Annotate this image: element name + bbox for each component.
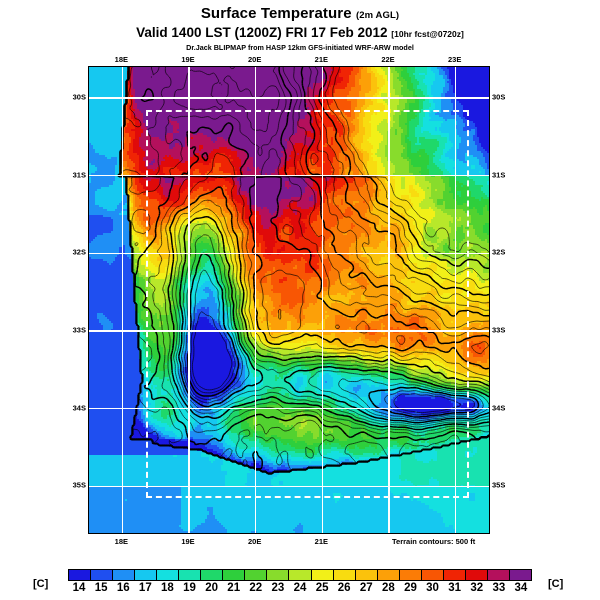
colorbar-swatch — [377, 570, 400, 580]
colorbar-swatch — [69, 570, 92, 580]
colorbar-swatch — [135, 570, 158, 580]
colorbar-swatch — [201, 570, 224, 580]
colorbar-tick: 34 — [514, 582, 528, 594]
colorbar-unit-left: [C] — [33, 578, 49, 590]
colorbar-unit-right: [C] — [548, 578, 564, 590]
colorbar-tick-labels: 14 15 16 17 18 19 20 21 22 23 24 25 26 27 28 29 30 31 32 33… — [68, 582, 532, 598]
title-main-text: Surface Temperature — [200, 5, 352, 22]
colorbar-tick: 25 — [315, 582, 329, 594]
colorbar-tick: 18 — [161, 582, 174, 594]
forecast-hour-text: [10hr fcst@0720z] — [391, 29, 464, 39]
colorbar-swatch — [465, 570, 488, 580]
colorbar-tick: 28 — [381, 582, 395, 594]
lat-tick-left-30S: 30S — [72, 92, 86, 102]
colorbar-tick: 22 — [249, 582, 263, 594]
colorbar-tick: 31 — [448, 582, 462, 594]
colorbar-tick: 24 — [293, 582, 307, 594]
lat-tick-left-35S: 35S — [72, 480, 86, 490]
lon-tick-top-22E: 22E — [381, 55, 395, 64]
lon-tick-bottom-19E: 19E — [181, 537, 195, 546]
valid-time-text: Valid 1400 LST (1200Z) FRI 17 Feb 2012 — [136, 25, 388, 40]
colorbar-tick: 26 — [337, 582, 351, 594]
colorbar-tick: 33 — [492, 582, 506, 594]
colorbar-swatches — [68, 569, 532, 581]
colorbar-legend: [C] [C] 14 15 16 17 18 19 20 21 22 23 24 25 26 27 28 29… — [0, 560, 600, 600]
colorbar-tick: 14 — [72, 582, 86, 594]
page-title: Surface Temperature (2m AGL) — [0, 6, 600, 24]
temperature-field — [89, 67, 489, 533]
colorbar-tick: 20 — [205, 582, 219, 594]
colorbar-swatch — [91, 570, 114, 580]
colorbar-swatch — [179, 570, 202, 580]
colorbar-swatch — [399, 570, 422, 580]
lat-tick-right-32S: 32S — [492, 247, 506, 257]
lat-tick-right-31S: 31S — [492, 170, 506, 180]
colorbar-swatch — [223, 570, 246, 580]
colorbar-tick: 30 — [426, 582, 439, 594]
colorbar-swatch — [443, 570, 466, 580]
valid-time-line: Valid 1400 LST (1200Z) FRI 17 Feb 2012 [… — [0, 25, 600, 42]
colorbar-swatch — [487, 570, 510, 580]
colorbar-tick: 23 — [271, 582, 285, 594]
colorbar-swatch — [113, 570, 136, 580]
lon-tick-bottom-21E: 21E — [314, 537, 329, 546]
lon-tick-top-20E: 20E — [247, 55, 262, 64]
chart-title-block: Surface Temperature (2m AGL) Valid 1400 … — [0, 6, 600, 53]
colorbar-tick: 21 — [227, 582, 241, 594]
map-plot-area[interactable] — [88, 66, 490, 534]
lon-tick-bottom-18E: 18E — [114, 537, 129, 546]
terrain-contour-layer — [89, 67, 489, 533]
terrain-contour-note: Terrain contours: 500 ft — [392, 537, 476, 546]
colorbar-swatch — [509, 570, 531, 580]
lat-tick-right-35S: 35S — [492, 480, 506, 490]
colorbar-swatch — [311, 570, 334, 580]
colorbar-swatch — [355, 570, 378, 580]
colorbar-swatch — [245, 570, 268, 580]
colorbar-tick: 27 — [359, 582, 373, 594]
lat-tick-right-34S: 34S — [492, 403, 506, 413]
lon-tick-top-18E: 18E — [114, 55, 129, 64]
colorbar-swatch — [157, 570, 180, 580]
lat-tick-left-32S: 32S — [72, 247, 86, 257]
lon-tick-top-19E: 19E — [181, 55, 195, 64]
lat-tick-right-30S: 30S — [492, 92, 506, 102]
title-level-text: (2m AGL) — [355, 10, 400, 21]
colorbar-tick: 32 — [470, 582, 484, 594]
colorbar-tick: 17 — [138, 582, 152, 594]
lat-tick-right-33S: 33S — [492, 325, 506, 335]
model-source-text: Dr.Jack BLIPMAP from HASP 12km GFS-initi… — [186, 43, 414, 52]
colorbar-tick: 19 — [183, 582, 196, 594]
lon-tick-top-21E: 21E — [314, 55, 329, 64]
lat-tick-left-31S: 31S — [72, 170, 86, 180]
colorbar-swatch — [333, 570, 356, 580]
colorbar-tick: 29 — [404, 582, 417, 594]
lat-tick-left-33S: 33S — [72, 325, 86, 335]
colorbar-swatch — [289, 570, 312, 580]
colorbar-swatch — [421, 570, 444, 580]
lat-tick-left-34S: 34S — [72, 403, 86, 413]
colorbar-swatch — [267, 570, 290, 580]
colorbar-tick: 16 — [116, 582, 130, 594]
lon-tick-top-23E: 23E — [447, 55, 462, 64]
colorbar-tick: 15 — [94, 582, 108, 594]
lon-tick-bottom-20E: 20E — [247, 537, 262, 546]
